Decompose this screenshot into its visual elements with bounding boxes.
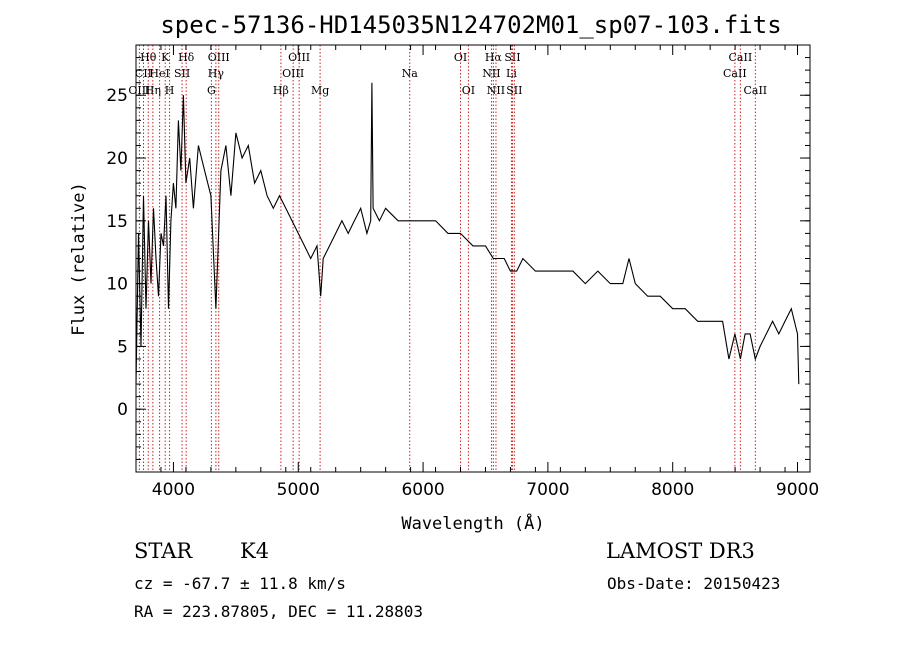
- spectral-line-label: Na: [402, 67, 419, 80]
- spectral-line-label: Hθ: [140, 51, 157, 64]
- plot-frame: [135, 44, 811, 473]
- spectral-line-label: Hγ: [208, 67, 225, 80]
- spectral-line-label: OIII: [128, 84, 150, 97]
- y-tick-label: 5: [117, 337, 128, 357]
- x-tick-label: 7000: [526, 480, 569, 500]
- spectral-line-label: OIII: [208, 51, 230, 64]
- spectral-line-label: H: [165, 84, 175, 97]
- spectral-line-label: Hβ: [273, 84, 289, 97]
- spectral-subclass: K4: [240, 539, 270, 563]
- x-tick-label: 9000: [776, 480, 819, 500]
- axis-ticks: 4000 5000 6000 7000 8000 9000 0 5 10 15 20 25: [106, 44, 819, 500]
- survey-name: LAMOST DR3: [606, 539, 755, 563]
- y-tick-label: 10: [106, 275, 128, 295]
- spectral-line-label: SII: [174, 67, 190, 80]
- y-tick-label: 20: [106, 149, 128, 169]
- spectral-line-label: Hα: [485, 51, 503, 64]
- spectral-line-label: OI: [462, 84, 475, 97]
- object-class: STAR: [134, 539, 193, 563]
- spectral-line-label: NII: [482, 67, 500, 80]
- x-tick-label: 4000: [152, 480, 195, 500]
- spectral-line-label: SII: [506, 84, 522, 97]
- spectral-line-label: NII: [487, 84, 505, 97]
- x-axis-label: Wavelength (Å): [401, 512, 544, 534]
- spectral-line-label: Mg: [311, 84, 329, 97]
- spectral-line-label: CaII: [729, 51, 753, 64]
- spectral-line-label: OI: [454, 51, 467, 64]
- x-tick-label: 5000: [277, 480, 320, 500]
- x-tick-label: 6000: [401, 480, 444, 500]
- spectral-line-label: K: [161, 51, 170, 64]
- spectral-line-label: G: [207, 84, 216, 97]
- x-tick-label: 8000: [651, 480, 694, 500]
- spectral-line-label: OIII: [282, 67, 304, 80]
- spectral-line-label: Hδ: [178, 51, 195, 64]
- coordinates: RA = 223.87805, DEC = 11.28803: [134, 602, 423, 621]
- spectral-line-label: Hη: [145, 84, 161, 97]
- spectrum-line: [135, 82, 800, 385]
- chart-title: spec-57136-HD145035N124702M01_sp07-103.f…: [160, 11, 781, 39]
- y-tick-label: 25: [106, 86, 128, 106]
- redshift-value: cz = -67.7 ± 11.8 km/s: [134, 574, 346, 593]
- spectral-line-label: CaII: [723, 67, 747, 80]
- spectral-line-label: HeI: [149, 67, 169, 80]
- spectral-line-label: Li: [506, 67, 517, 80]
- y-axis-label: Flux (relative): [69, 182, 89, 336]
- series-layer: [135, 82, 800, 385]
- spectral-line-label: OIII: [288, 51, 310, 64]
- y-tick-label: 15: [106, 212, 128, 232]
- y-tick-label: 0: [117, 400, 128, 420]
- observation-date: Obs-Date: 20150423: [607, 574, 781, 593]
- spectral-line-label: CaII: [743, 84, 767, 97]
- spectral-line-label: SII: [504, 51, 520, 64]
